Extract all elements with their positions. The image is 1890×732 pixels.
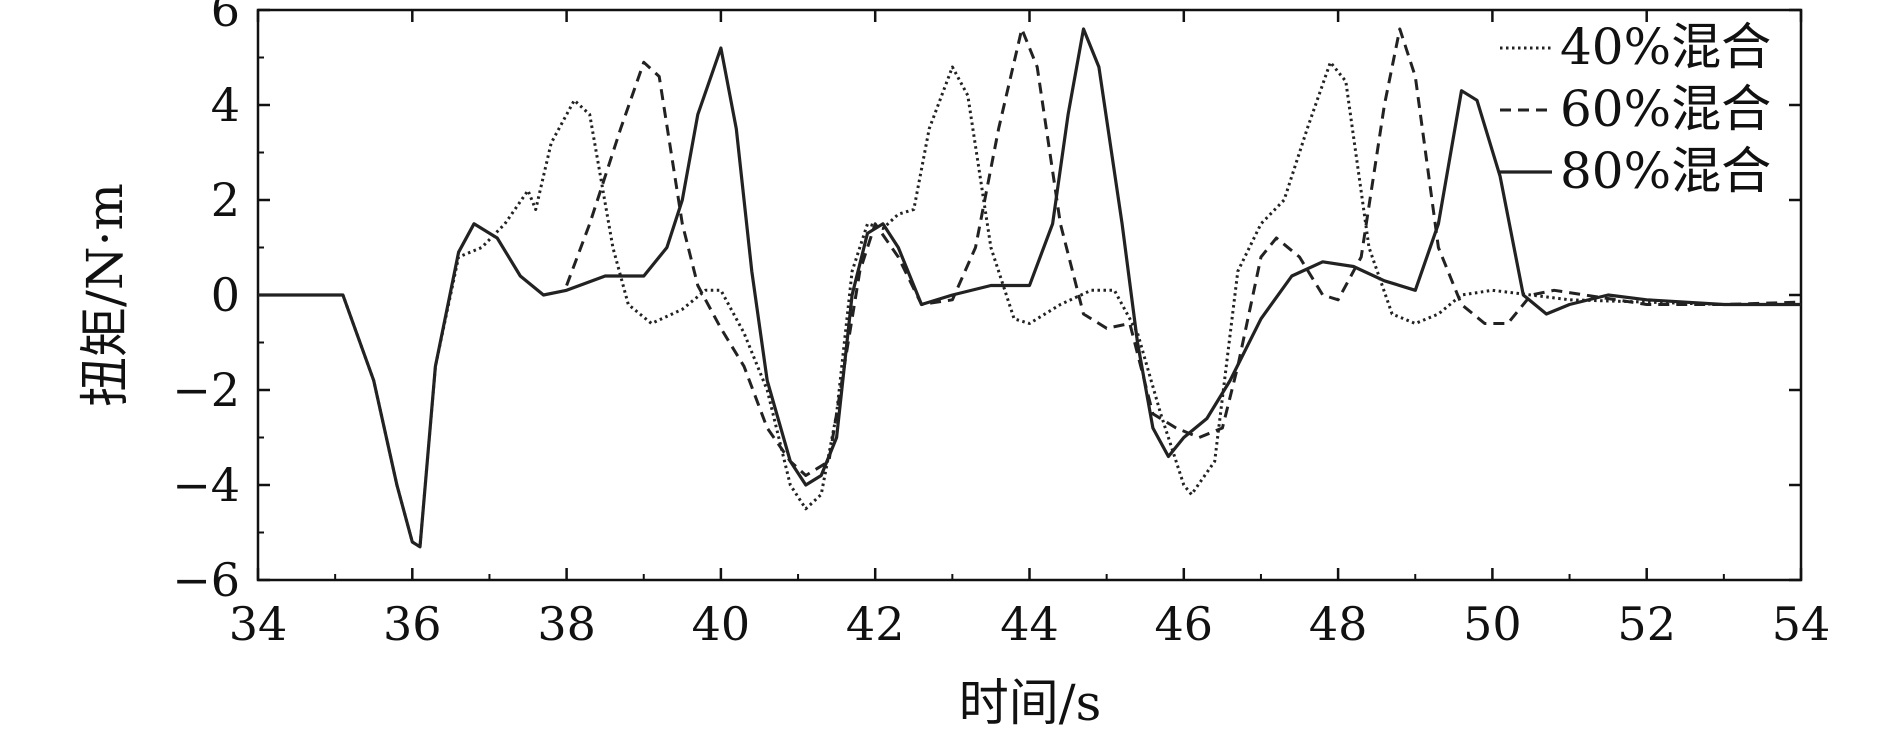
y-tick-label: 0 xyxy=(211,268,240,322)
x-tick-label: 36 xyxy=(383,597,442,651)
x-tick-label: 38 xyxy=(537,597,596,651)
y-tick-label: 2 xyxy=(211,173,240,227)
series-line-2 xyxy=(565,27,1802,477)
x-axis-title: 时间/s xyxy=(959,674,1102,732)
y-tick-label: −2 xyxy=(172,363,240,417)
x-tick-label: 46 xyxy=(1155,597,1214,651)
legend-label: 60%混合 xyxy=(1560,80,1771,138)
legend-label: 80%混合 xyxy=(1560,142,1771,200)
x-tick-label: 44 xyxy=(1000,597,1059,651)
x-tick-label: 50 xyxy=(1463,597,1522,651)
x-tick-label: 52 xyxy=(1617,597,1676,651)
y-tick-label: −4 xyxy=(172,458,240,512)
x-tick-label: 54 xyxy=(1772,597,1831,651)
series-lines xyxy=(258,27,1802,549)
x-tick-label: 42 xyxy=(846,597,905,651)
x-tick-label: 48 xyxy=(1309,597,1368,651)
y-tick-label: 4 xyxy=(211,78,240,132)
legend-label: 40%混合 xyxy=(1560,18,1771,76)
x-tick-label: 40 xyxy=(692,597,751,651)
x-tick-labels: 34 36 38 40 42 44 46 48 50 52 54 xyxy=(229,597,1831,651)
series-line-3 xyxy=(258,27,1801,549)
y-axis-title: 扭矩/N·m xyxy=(76,183,134,407)
y-tick-label: 6 xyxy=(211,0,240,37)
series-line-1 xyxy=(258,60,1801,549)
tick-marks xyxy=(256,8,1803,582)
y-tick-labels: −6 −4 −2 0 2 4 6 xyxy=(172,0,240,607)
y-tick-label: −6 xyxy=(172,553,240,607)
x-tick-label: 34 xyxy=(229,597,288,651)
